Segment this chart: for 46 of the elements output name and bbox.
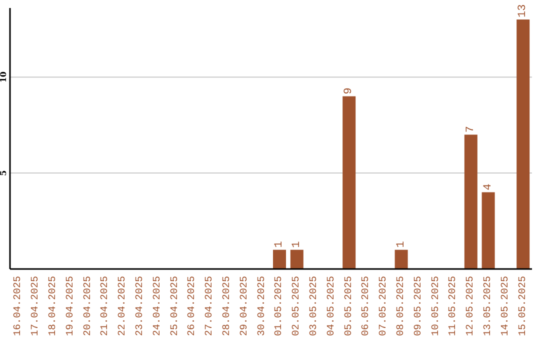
data-label: 7: [464, 126, 477, 133]
x-tick-label: 18.04.2025: [48, 276, 59, 336]
x-tick-label: 28.04.2025: [222, 276, 233, 336]
x-tick-label: 01.05.2025: [274, 276, 286, 336]
x-tick-label: 29.04.2025: [239, 276, 250, 336]
x-tick-label: 09.05.2025: [413, 276, 424, 336]
x-tick-label: 25.04.2025: [170, 276, 181, 336]
x-tick-label: 06.05.2025: [361, 276, 372, 336]
bar: [516, 20, 530, 269]
x-tick-label: 27.04.2025: [204, 276, 216, 336]
y-tick-label: 5: [0, 170, 8, 176]
x-tick-label: 21.04.2025: [100, 276, 112, 336]
x-tick-label: 03.05.2025: [309, 276, 320, 336]
x-tick-label: 17.04.2025: [30, 276, 42, 336]
x-tick-label: 11.05.2025: [448, 276, 460, 336]
x-tick-label: 16.04.2025: [13, 276, 24, 336]
data-label: 4: [482, 183, 494, 190]
x-tick-label: 19.04.2025: [65, 276, 76, 336]
x-tick-label: 13.05.2025: [483, 276, 494, 336]
x-tick-label: 12.05.2025: [466, 276, 477, 336]
data-label: 1: [290, 240, 303, 248]
data-label: 1: [395, 240, 408, 248]
x-tick-label: 22.04.2025: [118, 276, 129, 336]
bar: [290, 250, 304, 269]
bar: [464, 134, 478, 269]
bar: [394, 250, 408, 269]
x-tick-label: 04.05.2025: [326, 276, 338, 336]
x-tick-label: 15.05.2025: [518, 276, 529, 336]
x-tick-label: 26.04.2025: [187, 276, 198, 336]
x-tick-label: 02.05.2025: [292, 276, 303, 336]
x-tick-label: 20.04.2025: [82, 276, 94, 336]
x-tick-label: 24.04.2025: [152, 276, 164, 336]
x-tick-label: 14.05.2025: [500, 276, 512, 336]
data-label: 9: [343, 88, 356, 94]
data-label: 13: [517, 4, 530, 18]
bar: [273, 250, 286, 269]
x-tick-label: 10.05.2025: [430, 276, 442, 336]
x-tick-label: 23.04.2025: [135, 276, 146, 336]
y-tick-label: 10: [0, 71, 8, 83]
x-tick-label: 08.05.2025: [396, 276, 407, 336]
data-label: 1: [274, 240, 286, 248]
x-tick-label: 07.05.2025: [378, 276, 390, 336]
x-tick-label: 05.05.2025: [344, 276, 355, 336]
bar: [342, 96, 356, 269]
bar: [482, 192, 495, 269]
x-tick-label: 30.04.2025: [256, 276, 268, 336]
